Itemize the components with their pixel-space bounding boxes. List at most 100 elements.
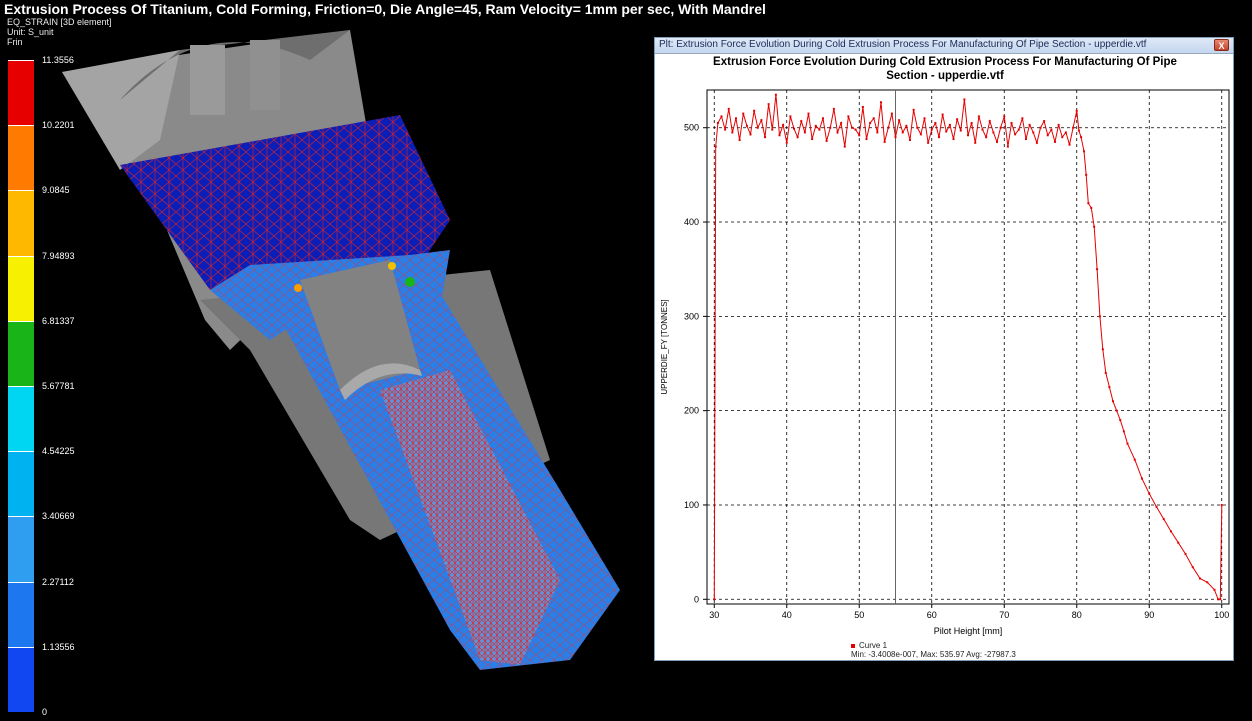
series-line-curve-1 xyxy=(713,94,1223,600)
data-point xyxy=(1217,598,1220,601)
plot-window-title: Plt: Extrusion Force Evolution During Co… xyxy=(659,39,1147,50)
data-point xyxy=(952,138,955,141)
data-point xyxy=(923,117,926,120)
data-point xyxy=(1133,458,1136,461)
data-point xyxy=(1090,206,1093,209)
data-point xyxy=(941,113,944,116)
x-tick-label: 90 xyxy=(1144,610,1154,620)
legend-segment xyxy=(8,125,34,191)
close-button[interactable]: X xyxy=(1214,39,1229,51)
data-point xyxy=(1119,419,1122,422)
chart-title: Extrusion Force Evolution During Cold Ex… xyxy=(713,56,1177,82)
data-point xyxy=(1199,577,1201,580)
data-point xyxy=(1220,503,1223,506)
die-slot-2 xyxy=(250,40,280,110)
data-point xyxy=(774,93,777,96)
curve-1-stats: Min: -3.4008e-007, Max: 535.97 Avg: -279… xyxy=(851,650,1016,659)
data-point xyxy=(905,124,908,127)
legend-tick-label: 11.3556 xyxy=(42,55,74,65)
data-point xyxy=(1177,541,1180,544)
x-tick-label: 80 xyxy=(1072,610,1082,620)
x-tick-label: 30 xyxy=(709,610,719,620)
data-point xyxy=(1191,566,1194,569)
data-point xyxy=(999,126,1002,129)
data-point xyxy=(735,117,737,120)
data-point xyxy=(822,117,824,120)
data-point xyxy=(854,128,857,131)
y-tick-label: 300 xyxy=(684,311,699,321)
data-point xyxy=(1219,598,1222,601)
chart-legend: Curve 1 Min: -3.4008e-007, Max: 535.97 A… xyxy=(851,641,1016,659)
data-point xyxy=(1057,123,1060,126)
plot-window-titlebar[interactable]: Plt: Extrusion Force Evolution During Co… xyxy=(655,38,1233,54)
data-point xyxy=(1101,348,1104,351)
data-point xyxy=(764,136,766,139)
force-chart: 30 40 50 60 70 80 90 100 0 100 200 300 400 500 Pilot H… xyxy=(660,89,1230,636)
data-point xyxy=(814,124,817,127)
data-point xyxy=(731,131,734,134)
data-point xyxy=(1213,588,1216,591)
data-point xyxy=(1032,131,1035,134)
data-point xyxy=(727,107,730,110)
data-point xyxy=(880,101,882,104)
data-point xyxy=(800,120,803,123)
data-point xyxy=(1039,126,1042,129)
data-point xyxy=(1064,131,1067,134)
plot-window[interactable]: Plt: Extrusion Force Evolution During Co… xyxy=(654,37,1234,661)
data-point xyxy=(1035,141,1038,144)
y-tick-label: 100 xyxy=(684,500,699,510)
data-point xyxy=(1141,477,1143,480)
data-point xyxy=(967,134,969,137)
data-point xyxy=(883,140,886,143)
legend-segment xyxy=(8,646,34,712)
data-point xyxy=(1028,123,1031,126)
data-point xyxy=(861,105,864,108)
data-point xyxy=(1083,150,1085,153)
data-point xyxy=(919,133,922,136)
data-point xyxy=(785,141,788,144)
data-point xyxy=(1170,530,1172,533)
data-point xyxy=(1148,492,1151,495)
legend-segment xyxy=(8,516,34,582)
die-slot-1 xyxy=(190,45,225,115)
legend-segment xyxy=(8,60,34,126)
data-point xyxy=(825,139,828,142)
billet-deformed-mesh xyxy=(380,370,560,665)
data-point xyxy=(1122,430,1125,433)
data-point xyxy=(956,118,959,121)
legend-tick-label: 0 xyxy=(42,707,48,717)
data-point xyxy=(970,122,973,125)
data-point xyxy=(894,136,897,139)
legend-tick-label: 1.13556 xyxy=(42,641,75,652)
data-point xyxy=(714,145,717,148)
y-axis-label: UPPERDIE_FY [TONNES] xyxy=(660,299,669,394)
data-point xyxy=(916,126,919,129)
legend-segment xyxy=(8,451,34,517)
data-point xyxy=(988,120,991,123)
legend-tick-label: 5.67781 xyxy=(42,381,75,391)
x-tick-label: 70 xyxy=(999,610,1009,620)
data-point xyxy=(912,108,915,111)
data-point xyxy=(977,115,980,118)
data-point xyxy=(1184,553,1187,556)
data-point xyxy=(901,131,904,134)
data-point xyxy=(865,138,868,141)
legend-tick-label: 3.40669 xyxy=(42,511,75,522)
data-point xyxy=(778,134,781,137)
data-point xyxy=(1098,315,1101,318)
data-point xyxy=(756,126,759,129)
data-point xyxy=(749,133,752,136)
data-point xyxy=(760,119,763,122)
strain-hotspot-1 xyxy=(294,284,302,292)
fem-model-viewport[interactable] xyxy=(50,20,640,720)
main-title: Extrusion Process Of Titanium, Cold Form… xyxy=(4,1,766,17)
y-tick-label: 500 xyxy=(684,123,699,133)
data-point xyxy=(745,124,748,127)
legend-segment xyxy=(8,320,34,386)
data-point xyxy=(992,131,995,134)
data-point xyxy=(1061,136,1064,139)
legend-segment xyxy=(8,581,34,647)
data-point xyxy=(1104,371,1107,374)
data-point xyxy=(1162,518,1165,521)
data-point xyxy=(1126,442,1129,445)
